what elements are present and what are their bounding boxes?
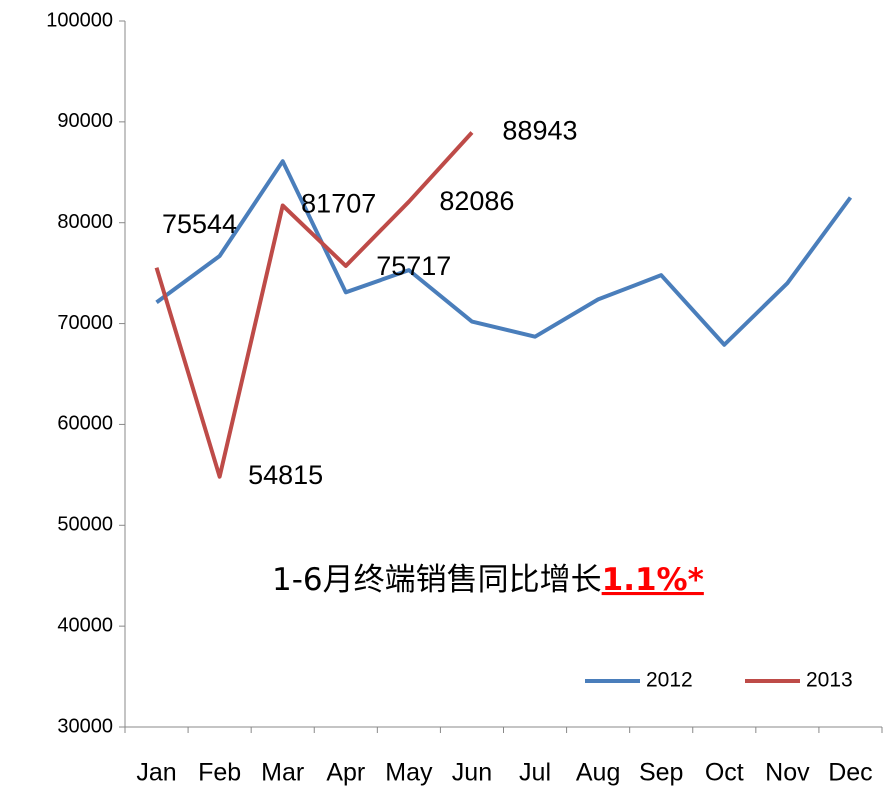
annotation: 1-6月终端销售同比增长1.1%* <box>272 562 704 598</box>
x-tick-label: Apr <box>326 759 365 787</box>
annotation-highlight: 1.1%* <box>602 562 704 598</box>
series-line <box>155 159 853 347</box>
data-label: 82086 <box>439 186 514 216</box>
annotation-text: 1-6月终端销售同比增长 <box>272 562 602 598</box>
legend-label: 2013 <box>806 669 853 692</box>
data-label: 54815 <box>248 460 323 490</box>
y-tick-label: 100000 <box>46 9 113 31</box>
x-tick-label: Jun <box>452 759 492 787</box>
data-label: 75544 <box>162 209 237 239</box>
data-label: 81707 <box>301 189 376 219</box>
x-tick-label: Dec <box>828 759 872 787</box>
y-tick-label: 90000 <box>57 110 113 132</box>
y-tick-label: 40000 <box>57 614 113 636</box>
legend-label: 2012 <box>646 669 693 692</box>
x-tick-label: Feb <box>198 759 241 787</box>
y-tick-label: 50000 <box>57 514 113 536</box>
data-label: 75717 <box>376 251 451 281</box>
x-tick-label: Jul <box>519 759 551 787</box>
x-tick-label: Oct <box>705 759 744 787</box>
data-label: 88943 <box>502 116 577 146</box>
y-tick-label: 60000 <box>57 413 113 435</box>
x-tick-label: Nov <box>765 759 810 787</box>
y-tick-label: 80000 <box>57 211 113 233</box>
x-tick-label: May <box>385 759 433 787</box>
series-line <box>154 131 474 479</box>
x-tick-label: Jan <box>136 759 176 787</box>
y-tick-label: 70000 <box>57 312 113 334</box>
x-tick-label: Aug <box>576 759 620 787</box>
x-tick-label: Mar <box>261 759 304 787</box>
y-tick-label: 30000 <box>57 715 113 737</box>
x-tick-label: Sep <box>639 759 683 787</box>
